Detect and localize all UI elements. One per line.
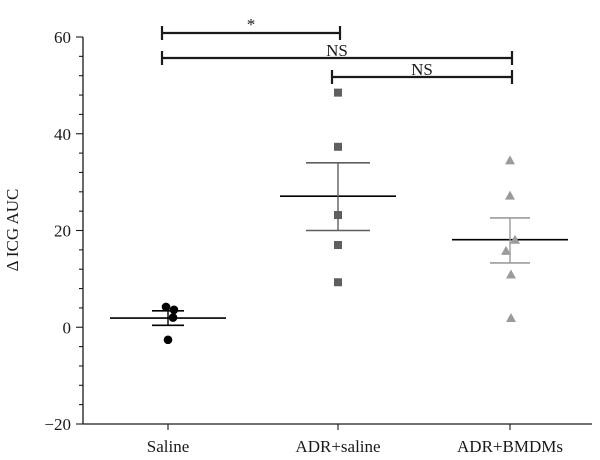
data-point-circle [168,313,178,322]
data-point-triangle [501,245,511,255]
y-tick-label: 40 [54,125,71,144]
axes: −20 0 20 40 60 Saline ADR+saline ADR+BMDMs [44,28,592,456]
y-tick-label: 60 [54,28,71,47]
data-point-triangle [506,269,516,279]
data-points [161,88,520,345]
error-bars [110,161,568,327]
data-point-square [334,142,342,151]
data-point-triangle [506,313,516,323]
significance-brackets: * NS NS [160,15,514,84]
data-point-square [334,241,342,250]
y-tick-label: −20 [44,415,71,434]
y-tick-label: 0 [63,318,72,337]
data-point-square [334,211,342,220]
significance-label: NS [326,41,348,60]
x-tick-label: ADR+BMDMs [457,437,563,456]
data-point-circle [169,305,179,315]
data-point-circle [163,335,173,345]
y-axis-title: Δ ICG AUC [3,189,22,272]
data-point-square [334,278,342,287]
data-point-triangle [510,234,520,244]
x-tick-label: ADR+saline [295,437,380,456]
data-point-triangle [505,155,515,165]
significance-label: * [247,15,256,34]
significance-label: NS [411,60,433,79]
data-point-square [334,88,342,97]
data-point-triangle [505,190,515,200]
data-point-circle [161,302,171,312]
x-tick-label: Saline [147,437,190,456]
y-tick-label: 20 [54,222,71,241]
